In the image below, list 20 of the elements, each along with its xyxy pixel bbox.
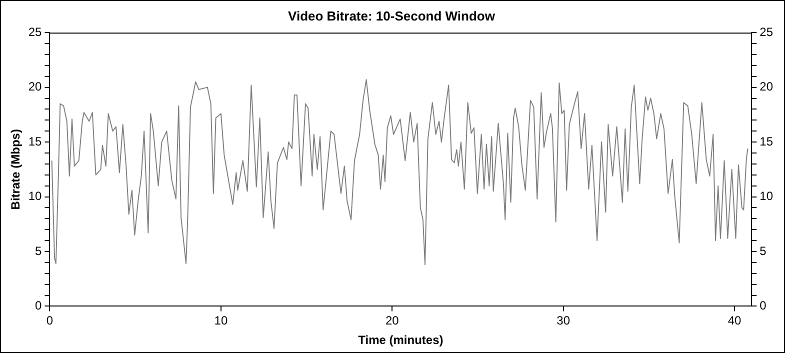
chart-title: Video Bitrate: 10-Second Window [288, 8, 496, 24]
y-tick-label: 5 [35, 244, 42, 258]
x-tick-label: 40 [728, 314, 742, 328]
y2-tick-label: 20 [760, 80, 774, 94]
y-tick-label: 10 [28, 189, 42, 204]
x-tick-label: 30 [556, 314, 570, 328]
y2-tick-label: 25 [760, 24, 774, 39]
y-tick-label: 25 [28, 24, 42, 39]
y-tick-label: 15 [28, 134, 42, 148]
y-tick-label: 20 [28, 80, 42, 94]
x-tick-label: 20 [385, 314, 400, 328]
y2-tick-label: 10 [760, 189, 774, 204]
y-tick-label: 0 [35, 298, 42, 313]
x-tick-label: 0 [46, 314, 54, 328]
x-axis-title: Time (minutes) [358, 333, 444, 348]
x-tick-label: 10 [214, 314, 228, 328]
y2-tick-label: 0 [760, 298, 767, 313]
y-axis-title: Bitrate (Mbps) [8, 129, 23, 210]
y2-tick-label: 5 [760, 244, 767, 258]
y2-tick-label: 15 [760, 134, 774, 148]
